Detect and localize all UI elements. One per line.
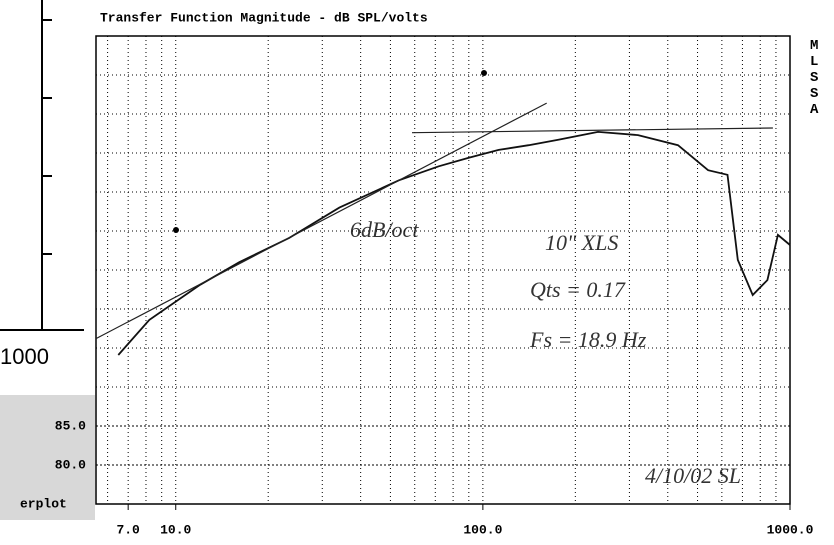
y-tick-label: 85.0 [55,418,86,433]
series-line [411,127,773,134]
side-label: MLSSA [810,38,819,118]
series-line [117,130,791,356]
annotation: 10" XLS [545,230,618,255]
annotation: 6dB/oct [350,217,419,242]
fragment-panel [0,395,95,520]
annotation: 4/10/02 SL [645,463,741,488]
dot [173,227,179,233]
fragment-label: erplot [20,496,67,511]
dot [481,70,487,76]
x-tick-label: 7.0 [116,522,140,537]
annotation: Qts = 0.17 [530,277,626,302]
y-tick-label: 80.0 [55,457,86,472]
fragment-label: 1000 [0,344,49,369]
x-tick-label: 1000.0 [767,522,814,537]
x-tick-label: 10.0 [160,522,191,537]
series-line [95,102,547,340]
fragment-ticks [42,19,52,255]
x-tick-label: 100.0 [463,522,502,537]
chart-title: Transfer Function Magnitude - dB SPL/vol… [100,10,428,25]
